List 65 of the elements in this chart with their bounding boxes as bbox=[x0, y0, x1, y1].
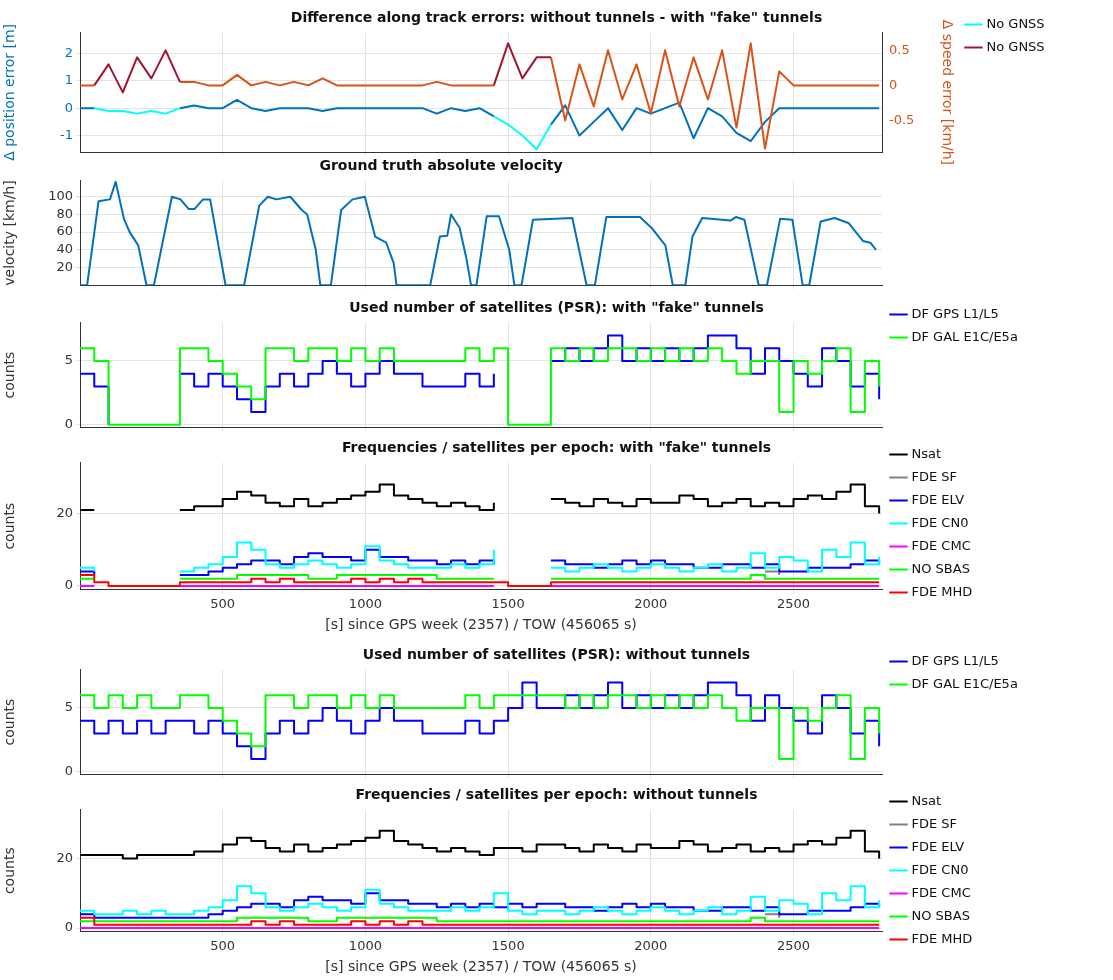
legend-label: Nsat bbox=[911, 445, 942, 461]
y-tick-label: 0 bbox=[64, 919, 73, 935]
y-tick-label: 1 bbox=[64, 72, 73, 88]
y-tick-label: 5 bbox=[64, 699, 73, 715]
y-tick-label: 80 bbox=[56, 205, 73, 221]
x-tick-label: 1500 bbox=[491, 937, 525, 953]
chart-title: Frequencies / satellites per epoch: with "fake" tunnels bbox=[341, 439, 772, 456]
y-tick-label: 100 bbox=[48, 188, 73, 204]
y2-tick-label: 0.5 bbox=[889, 41, 910, 57]
legend-label: FDE MHD bbox=[911, 583, 973, 599]
x-tick-label: 2000 bbox=[634, 937, 668, 953]
legend-label: DF GPS L1/L5 bbox=[911, 305, 999, 321]
chart-title: Used number of satellites (PSR): without tunnels bbox=[362, 646, 751, 663]
legend-label: NO SBAS bbox=[911, 907, 970, 923]
y-tick-label: 20 bbox=[56, 504, 73, 520]
x-tick-label: 500 bbox=[210, 937, 236, 953]
x-tick-label: 1500 bbox=[491, 595, 525, 611]
legend-label: FDE CN0 bbox=[911, 861, 969, 877]
x-tick-label: 1000 bbox=[348, 595, 382, 611]
chart-title: Ground truth absolute velocity bbox=[319, 157, 563, 174]
y-axis-title: counts bbox=[1, 351, 18, 399]
legend-label: FDE MHD bbox=[911, 930, 973, 946]
chart-title: Used number of satellites (PSR): with "fake" tunnels bbox=[349, 299, 764, 316]
y-axis-title: Δ position error [m] bbox=[1, 23, 18, 161]
y-axis-title: counts bbox=[1, 847, 18, 895]
y-axis-title: velocity [km/h] bbox=[1, 180, 18, 286]
y2-axis-title: Δ speed error [km/h] bbox=[939, 19, 956, 166]
legend-label: No GNSS bbox=[986, 38, 1045, 54]
legend-label: FDE ELV bbox=[911, 491, 965, 507]
legend-label: Nsat bbox=[911, 792, 942, 808]
legend-label: FDE CMC bbox=[911, 537, 971, 553]
y-tick-label: 2 bbox=[64, 44, 73, 60]
y-tick-label: -1 bbox=[60, 126, 73, 142]
y-tick-label: 20 bbox=[56, 258, 73, 274]
x-axis-title: [s] since GPS week (2357) / TOW (456065 s) bbox=[325, 958, 637, 975]
legend-label: FDE SF bbox=[911, 815, 958, 831]
legend-label: NO SBAS bbox=[911, 560, 970, 576]
y-tick-label: 0 bbox=[64, 763, 73, 779]
y-tick-label: 0 bbox=[64, 416, 73, 432]
y2-tick-label: -0.5 bbox=[889, 111, 915, 127]
y-tick-label: 5 bbox=[64, 352, 73, 368]
legend-label: FDE SF bbox=[911, 468, 958, 484]
x-axis-title: [s] since GPS week (2357) / TOW (456065 s) bbox=[325, 616, 637, 633]
y-axis-title: counts bbox=[1, 698, 18, 746]
x-tick-label: 500 bbox=[210, 595, 236, 611]
legend-label: FDE ELV bbox=[911, 838, 965, 854]
y-tick-label: 60 bbox=[56, 223, 73, 239]
chart-title: Frequencies / satellites per epoch: without tunnels bbox=[355, 786, 758, 803]
y-tick-label: 0 bbox=[64, 99, 73, 115]
y-tick-label: 40 bbox=[56, 241, 73, 257]
legend-label: DF GAL E1C/E5a bbox=[911, 675, 1018, 691]
x-tick-label: 2500 bbox=[776, 595, 811, 611]
x-tick-label: 2000 bbox=[634, 595, 668, 611]
chart-title: Difference along track errors: without tunnels - with "fake" tunnels bbox=[290, 9, 823, 26]
legend-label: No GNSS bbox=[986, 15, 1045, 31]
x-tick-label: 1000 bbox=[348, 937, 382, 953]
legend-label: DF GPS L1/L5 bbox=[911, 652, 999, 668]
y2-tick-label: 0 bbox=[889, 76, 898, 92]
y-tick-label: 0 bbox=[64, 577, 73, 593]
x-tick-label: 2500 bbox=[776, 937, 811, 953]
legend-label: DF GAL E1C/E5a bbox=[911, 328, 1018, 344]
legend-label: FDE CMC bbox=[911, 884, 971, 900]
legend-label: FDE CN0 bbox=[911, 514, 969, 530]
y-axis-title: counts bbox=[1, 502, 18, 550]
y-tick-label: 20 bbox=[56, 849, 73, 865]
